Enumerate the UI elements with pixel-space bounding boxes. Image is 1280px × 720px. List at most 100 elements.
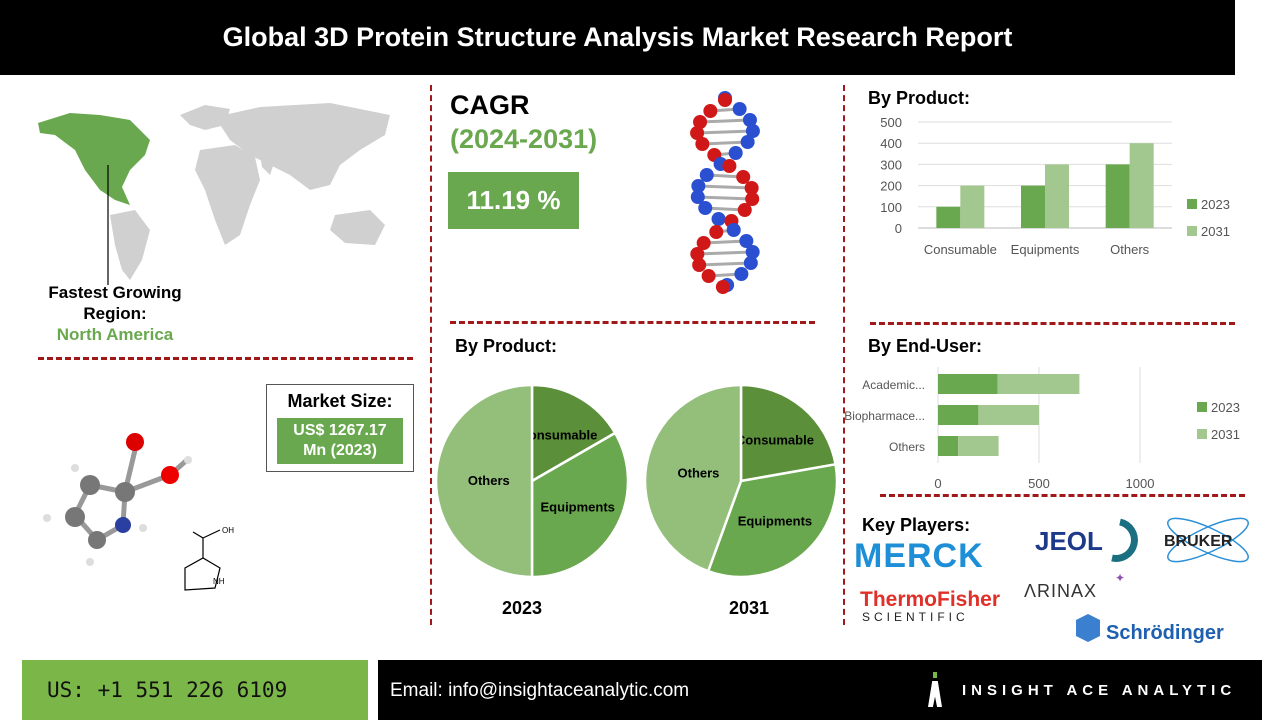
y-tick-label: 400 xyxy=(880,136,902,151)
dna-atom xyxy=(698,201,713,215)
merck-logo: MERCK xyxy=(854,537,984,575)
y-tick-label: 0 xyxy=(895,221,902,236)
legend-label: 2031 xyxy=(1211,427,1240,442)
dna-atom xyxy=(715,280,730,294)
x-tick-label: 0 xyxy=(934,476,941,491)
y-tick-label: Academic... xyxy=(862,378,925,392)
legend-swatch xyxy=(1187,226,1197,236)
legend-swatch xyxy=(1187,199,1197,209)
divider xyxy=(843,85,845,625)
cagr-period: (2024-2031) xyxy=(450,124,598,154)
dna-illustration xyxy=(690,91,760,294)
enduser-bar-title: By End-User: xyxy=(868,336,983,356)
product-pie-title: By Product: xyxy=(455,336,558,356)
footer-bar: Email: info@insightaceanalytic.com INSIG… xyxy=(378,660,1262,720)
dna-atom xyxy=(745,124,760,138)
bruker-logo: BRUKER xyxy=(1164,533,1233,550)
dna-atom xyxy=(734,267,749,281)
market-size-value: US$ 1267.17 Mn (2023) xyxy=(277,418,403,464)
proline-molecule-illustration: OH NH xyxy=(43,433,234,591)
bar-2023 xyxy=(1021,185,1045,228)
x-tick-label: 500 xyxy=(1028,476,1050,491)
bar-2031 xyxy=(1129,143,1154,228)
world-map xyxy=(38,103,390,285)
y-tick-label: 500 xyxy=(880,115,902,130)
market-size-box: Market Size: US$ 1267.17 Mn (2023) xyxy=(266,384,414,472)
key-player-logos: MERCK JEOL BRUKER ThermoFisher SCIENTIFI… xyxy=(854,517,1249,644)
dna-atom xyxy=(745,245,760,259)
thermofisher-logo: ThermoFisher xyxy=(860,588,1000,611)
key-players-label: Key Players: xyxy=(862,515,971,535)
pie-year-label: 2023 xyxy=(502,598,542,618)
dna-atom xyxy=(703,104,718,118)
product-bar-chart: 0 100 200 300 400 500 Consumable Equipments Othe… xyxy=(880,115,1230,257)
dna-atom xyxy=(736,170,751,184)
schrodinger-logo: Schrödinger xyxy=(1106,622,1224,644)
svg-text:SCIENTIFIC: SCIENTIFIC xyxy=(862,610,969,624)
pie-slice-others xyxy=(643,383,743,573)
dna-atom xyxy=(696,236,711,250)
dna-atom xyxy=(701,269,716,283)
dna-atom xyxy=(693,115,708,129)
legend-swatch xyxy=(1197,429,1207,439)
pie-slice-equipments xyxy=(530,431,630,579)
legend-swatch xyxy=(1197,402,1207,412)
legend-label: 2023 xyxy=(1211,400,1240,415)
x-tick-label: Others xyxy=(1110,242,1150,257)
dna-atom xyxy=(695,137,710,151)
report-title: Global 3D Protein Structure Analysis Mar… xyxy=(0,0,1235,75)
bar-2031 xyxy=(997,374,1080,394)
bar-2031 xyxy=(978,405,1039,425)
bar-2023 xyxy=(936,206,961,228)
pie-year-label: 2031 xyxy=(729,598,769,618)
bar-2023 xyxy=(938,374,998,394)
slice-label: Consumable xyxy=(736,433,814,448)
dna-atom xyxy=(728,146,743,160)
dna-atom xyxy=(691,179,706,193)
dna-atom xyxy=(690,190,705,204)
x-tick-label: Consumable xyxy=(924,242,997,257)
pie-slice-others xyxy=(434,383,534,579)
pie-slice-consumable xyxy=(530,383,617,484)
dna-atom xyxy=(732,102,747,116)
dna-atom xyxy=(699,168,714,182)
dna-atom xyxy=(726,223,741,237)
slice-label: Equipments xyxy=(738,513,812,528)
email[interactable]: Email: info@insightaceanalytic.com xyxy=(390,680,690,701)
bar-2023 xyxy=(1105,164,1130,228)
market-size-unit: Mn (2023) xyxy=(303,442,377,459)
nh-label: NH xyxy=(213,577,225,586)
slice-label: Consumable xyxy=(519,427,597,442)
product-bar-title: By Product: xyxy=(868,88,971,108)
divider xyxy=(38,357,413,360)
bar-2023 xyxy=(938,436,959,456)
legend-label: 2031 xyxy=(1201,224,1230,239)
divider xyxy=(870,322,1235,325)
y-tick-label: 100 xyxy=(880,200,902,215)
x-tick-label: Equipments xyxy=(1011,242,1080,257)
brand-name: INSIGHT ACE ANALYTIC xyxy=(962,682,1237,699)
y-tick-label: 300 xyxy=(880,157,902,172)
dna-atom xyxy=(745,192,760,206)
dna-atom xyxy=(742,113,757,127)
bar-2031 xyxy=(960,185,985,228)
dna-atom xyxy=(739,234,754,248)
product-pie-charts: Consumable Equipments Others 2023 Consumable… xyxy=(434,383,839,618)
jeol-logo: JEOL xyxy=(1035,526,1103,556)
svg-text:✦: ✦ xyxy=(1115,571,1125,585)
y-tick-label: Others xyxy=(889,440,925,454)
cagr-label: CAGR xyxy=(450,90,530,120)
divider xyxy=(880,494,1245,497)
arinax-logo: ΛRINAX xyxy=(1024,581,1097,601)
y-tick-label: 200 xyxy=(880,179,902,194)
oh-label: OH xyxy=(222,526,234,535)
pie-slice-equipments xyxy=(706,462,839,579)
cagr-value: 11.19 % xyxy=(448,172,579,229)
divider xyxy=(430,85,432,625)
slice-label: Equipments xyxy=(541,499,615,514)
slice-label: Others xyxy=(468,473,510,488)
slice-label: Others xyxy=(678,465,720,480)
bar-2031 xyxy=(1045,164,1069,228)
market-size-amount: US$ 1267.17 xyxy=(293,422,387,439)
dna-atom xyxy=(690,126,705,140)
